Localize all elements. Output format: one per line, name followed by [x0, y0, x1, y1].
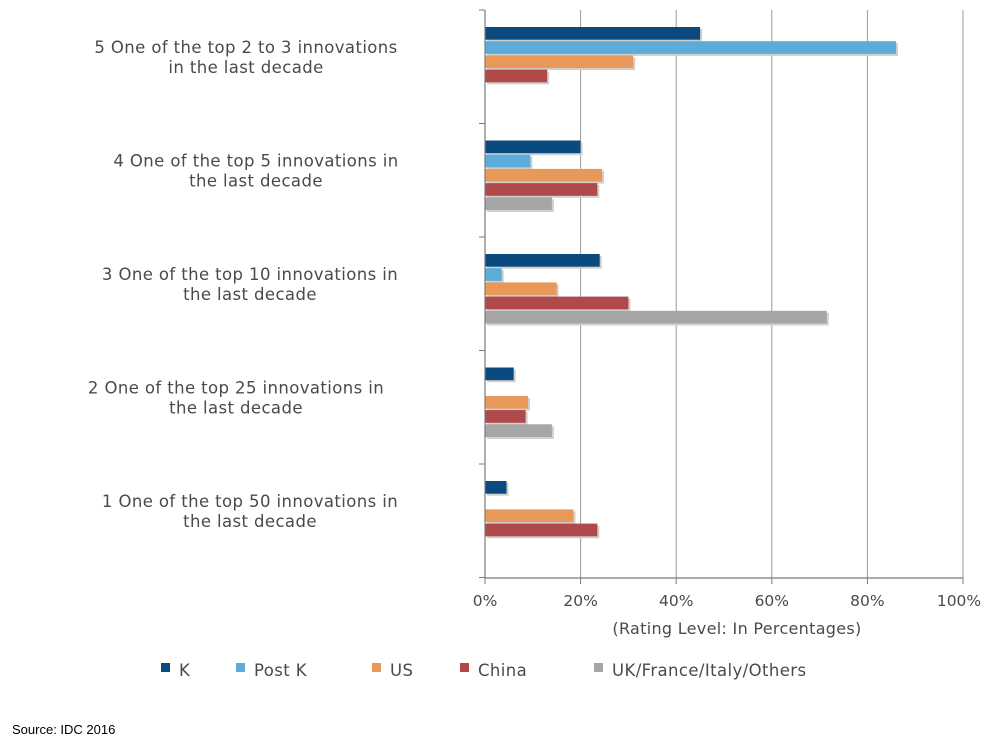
- bar: [485, 296, 629, 310]
- legend-label: UK/France/Italy/Others: [612, 661, 806, 680]
- bar: [485, 140, 581, 154]
- legend-swatch: [594, 663, 603, 672]
- bar: [485, 41, 897, 54]
- bar: [485, 410, 526, 423]
- legend: K Post K US China UK/France/Italy/Others: [161, 661, 806, 680]
- bar: [485, 27, 701, 40]
- x-tick-label: 60%: [755, 592, 789, 610]
- category-label: in the last decade: [168, 58, 323, 77]
- bar: [485, 268, 502, 281]
- category-label: 2 One of the top 25 innovations in: [88, 378, 384, 397]
- category-label: the last decade: [169, 398, 303, 417]
- x-tick-labels: 0% 20% 40% 60% 80% 100%: [473, 592, 981, 610]
- bar: [485, 197, 552, 210]
- source-note: Source: IDC 2016: [12, 722, 116, 737]
- bar: [485, 310, 827, 324]
- bar: [485, 254, 600, 267]
- bar: [485, 509, 574, 523]
- bar: [485, 481, 507, 494]
- x-tick-label: 0%: [473, 592, 498, 610]
- category-label: the last decade: [183, 512, 317, 531]
- bar: [485, 69, 548, 83]
- x-tick-label: 40%: [659, 592, 693, 610]
- legend-swatch: [460, 663, 469, 672]
- category-label: 5 One of the top 2 to 3 innovations: [94, 38, 397, 57]
- category-label: 4 One of the top 5 innovations in: [113, 151, 398, 170]
- category-label: 1 One of the top 50 innovations in: [102, 492, 398, 511]
- category-label: the last decade: [189, 171, 323, 190]
- bar: [485, 55, 634, 69]
- legend-label: China: [478, 661, 527, 680]
- grid-lines: [580, 10, 964, 578]
- bar: [485, 282, 557, 296]
- bars: [485, 27, 899, 539]
- bar: [485, 183, 598, 196]
- x-tick-label: 20%: [563, 592, 597, 610]
- bar: [485, 154, 531, 168]
- legend-swatch: [236, 663, 245, 672]
- bar: [485, 424, 552, 437]
- legend-swatch: [161, 663, 170, 672]
- category-label: 3 One of the top 10 innovations in: [102, 265, 398, 284]
- bar: [485, 523, 598, 537]
- x-tick-label: 80%: [850, 592, 884, 610]
- x-axis: [479, 9, 964, 584]
- x-axis-title: (Rating Level: In Percentages): [612, 619, 861, 638]
- x-tick-label: 100%: [937, 592, 981, 610]
- bar: [485, 367, 514, 381]
- legend-label: Post K: [254, 661, 308, 680]
- legend-swatch: [372, 663, 381, 672]
- legend-label: US: [390, 661, 413, 680]
- category-label: the last decade: [183, 285, 317, 304]
- bar: [485, 168, 603, 182]
- legend-label: K: [179, 661, 191, 680]
- bar: [485, 395, 529, 409]
